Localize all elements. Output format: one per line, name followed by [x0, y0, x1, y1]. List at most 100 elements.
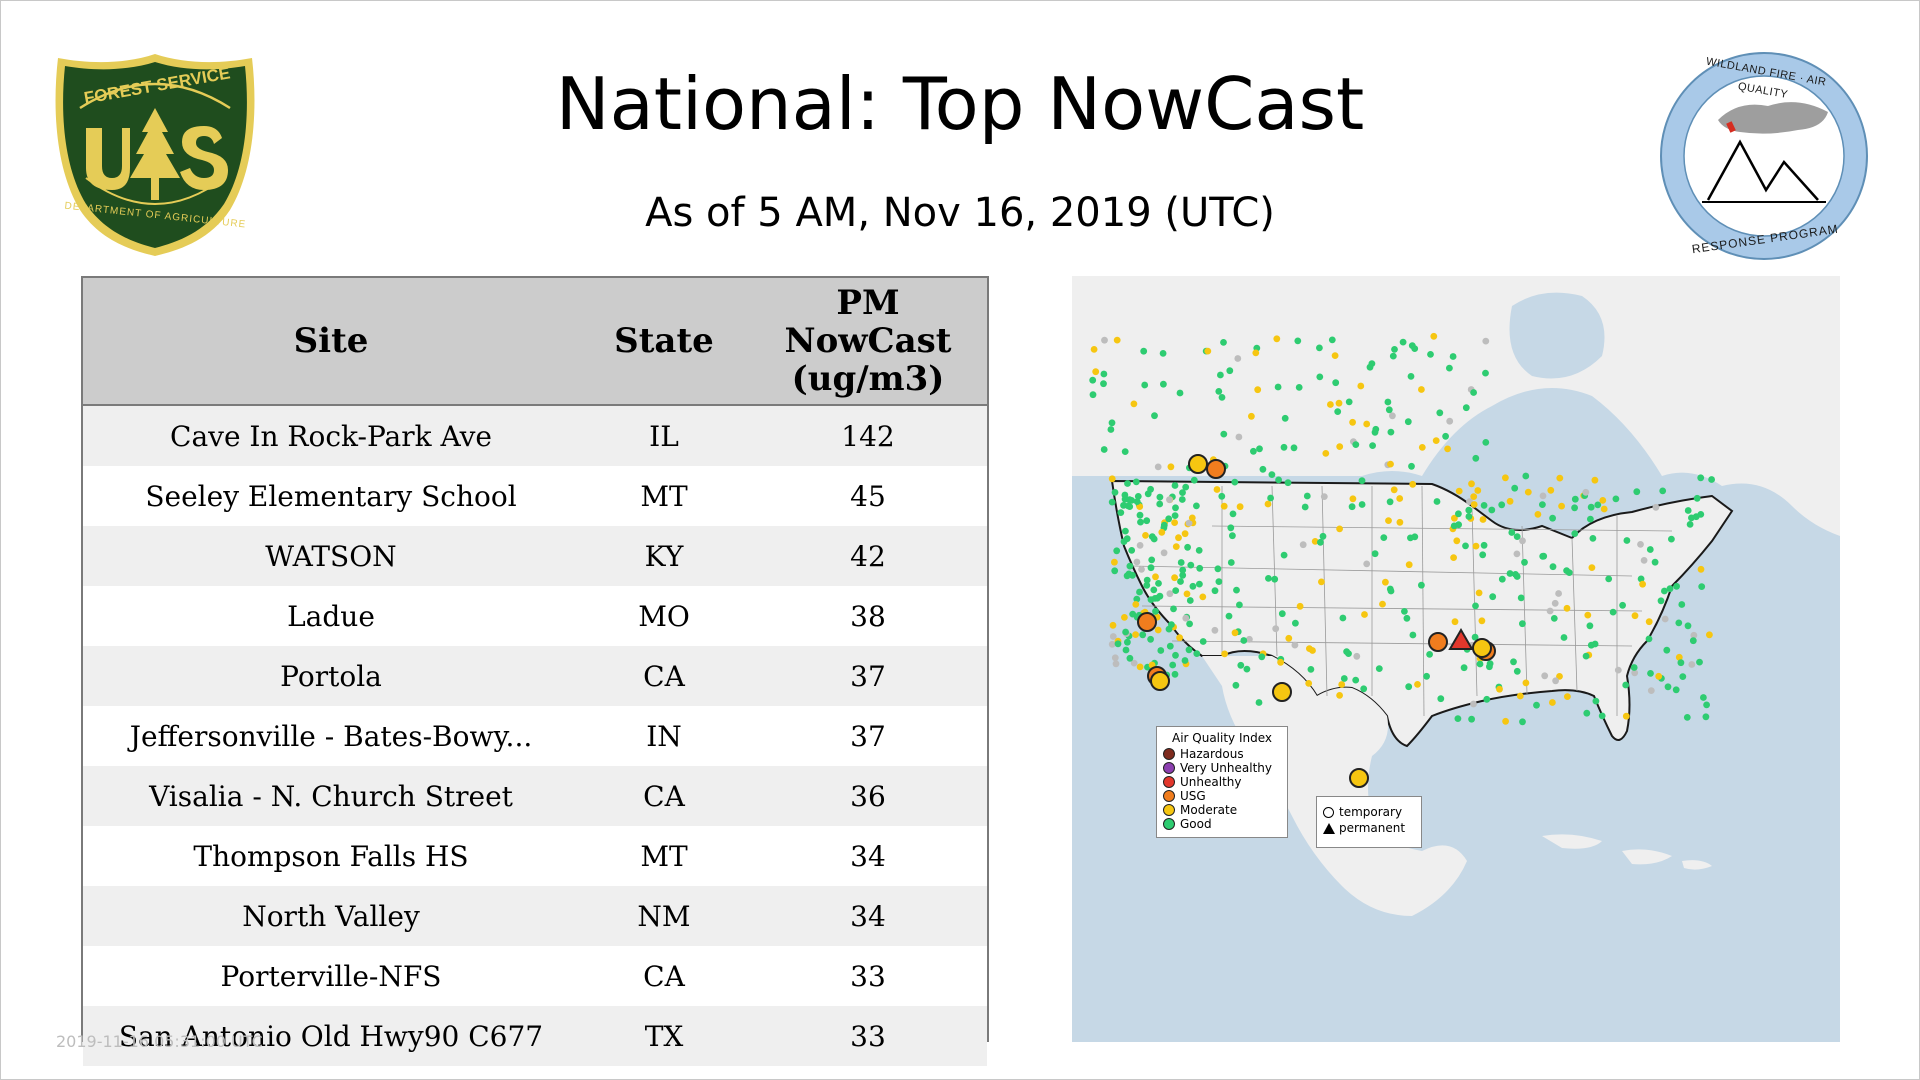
monitor-dot	[1156, 493, 1164, 501]
cell-site: Portola	[280, 659, 382, 693]
aqi-legend-label: Moderate	[1180, 803, 1238, 817]
temporary-monitor-marker	[1272, 682, 1292, 702]
monitor-dot	[1305, 680, 1313, 687]
monitor-dot	[1171, 482, 1179, 489]
monitor-dot	[1336, 443, 1344, 450]
monitor-dot	[1166, 590, 1174, 598]
monitor-dot	[1522, 679, 1530, 687]
aqi-legend-item: Hazardous	[1163, 747, 1287, 761]
monitor-dot	[1339, 614, 1347, 622]
monitor-dot	[1470, 389, 1477, 396]
monitor-dot	[1645, 618, 1653, 626]
monitor-dot	[1371, 550, 1379, 558]
monitor-dot	[1235, 433, 1243, 441]
monitor-dot	[1218, 492, 1226, 500]
monitor-dot	[1136, 542, 1144, 549]
monitor-dot	[1221, 650, 1228, 658]
cell-state: IN	[646, 719, 682, 753]
monitor-dot	[1385, 517, 1392, 524]
monitor-dot	[1188, 514, 1196, 522]
shape-legend-permanent: permanent	[1323, 821, 1421, 835]
monitor-dot	[1226, 367, 1234, 375]
monitor-dot	[1136, 588, 1143, 596]
monitor-dot	[1147, 635, 1154, 643]
monitor-dot	[1482, 439, 1490, 446]
monitor-dot	[1111, 654, 1119, 662]
monitor-dot	[1465, 506, 1473, 514]
monitor-dot	[1345, 650, 1352, 657]
monitor-dot	[1169, 661, 1177, 669]
monitor-dot	[1502, 717, 1509, 725]
aqi-legend-item: USG	[1163, 789, 1287, 803]
aqi-legend-items: Hazardous Very Unhealthy Unhealthy USG Moder…	[1157, 747, 1287, 831]
monitor-dot	[1331, 352, 1339, 359]
table-row: Ladue MO 38	[83, 586, 987, 646]
cell-site: Porterville-NFS	[220, 959, 442, 993]
monitor-dot	[1243, 665, 1251, 673]
monitor-dot	[1549, 699, 1556, 706]
monitor-dot	[1336, 692, 1343, 699]
monitor-dot	[1271, 575, 1279, 583]
aqi-legend-item: Good	[1163, 817, 1287, 831]
monitor-dot	[1462, 404, 1470, 412]
monitor-dot	[1109, 621, 1117, 629]
monitor-dot	[1426, 651, 1433, 658]
monitor-dot	[1423, 672, 1430, 680]
monitor-dot	[1185, 519, 1193, 527]
monitor-dot	[1217, 371, 1224, 379]
cell-value: 38	[850, 599, 886, 633]
state-line	[1141, 605, 1643, 612]
monitor-dot	[1587, 641, 1595, 649]
monitor-dot	[1193, 650, 1201, 657]
table-row: Thompson Falls HS MT 34	[83, 826, 987, 886]
monitor-dot	[1248, 412, 1255, 420]
monitor-dot	[1108, 419, 1116, 427]
monitor-dot	[1391, 346, 1398, 353]
monitor-dot	[1166, 642, 1174, 650]
cell-value: 34	[850, 839, 886, 873]
monitor-dot	[1470, 700, 1477, 708]
monitor-dot	[1675, 619, 1683, 627]
cell-state: CA	[643, 959, 685, 993]
monitor-dot	[1156, 592, 1164, 600]
monitor-dot	[1199, 593, 1207, 601]
monitor-dot	[1111, 567, 1119, 575]
monitor-dot	[1186, 620, 1193, 628]
monitor-dot	[1232, 681, 1240, 689]
monitor-dot	[1657, 597, 1665, 605]
monitor-dot	[1322, 450, 1330, 457]
monitor-dot	[1142, 532, 1149, 539]
monitor-dot	[1708, 476, 1715, 483]
table-row: North Valley NM 34	[83, 886, 987, 946]
monitor-dot	[1549, 563, 1557, 571]
monitor-dot	[1121, 495, 1129, 503]
caribbean-islands	[1542, 834, 1712, 870]
monitor-dot	[1358, 501, 1366, 508]
monitor-dot	[1182, 483, 1190, 491]
monitor-dot	[1411, 533, 1419, 541]
aqi-legend-item: Very Unhealthy	[1163, 761, 1287, 775]
triangle-marker-icon	[1323, 822, 1335, 834]
table-row: WATSON KY 42	[83, 526, 987, 586]
monitor-dot	[1112, 660, 1120, 668]
monitor-dot	[1476, 660, 1484, 668]
monitor-dot	[1387, 587, 1395, 595]
monitor-dot	[1533, 701, 1540, 709]
monitor-dot	[1204, 347, 1212, 355]
temporary-monitor-marker	[1349, 768, 1369, 788]
cell-site: Visalia - N. Church Street	[149, 779, 513, 813]
monitor-dot	[1652, 503, 1660, 511]
monitor-dot	[1583, 709, 1591, 717]
monitor-dot	[1502, 474, 1509, 482]
monitor-dot	[1240, 637, 1248, 644]
monitor-dot	[1511, 484, 1519, 492]
monitor-dot	[1353, 652, 1361, 660]
monitor-dot	[1690, 631, 1698, 639]
monitor-dot	[1401, 608, 1408, 615]
monitor-dot	[1303, 492, 1311, 500]
monitor-dots	[1089, 332, 1715, 788]
monitor-dot	[1186, 597, 1194, 604]
monitor-dot	[1512, 571, 1519, 578]
monitor-dot	[1156, 500, 1164, 508]
monitor-dot	[1265, 575, 1272, 582]
